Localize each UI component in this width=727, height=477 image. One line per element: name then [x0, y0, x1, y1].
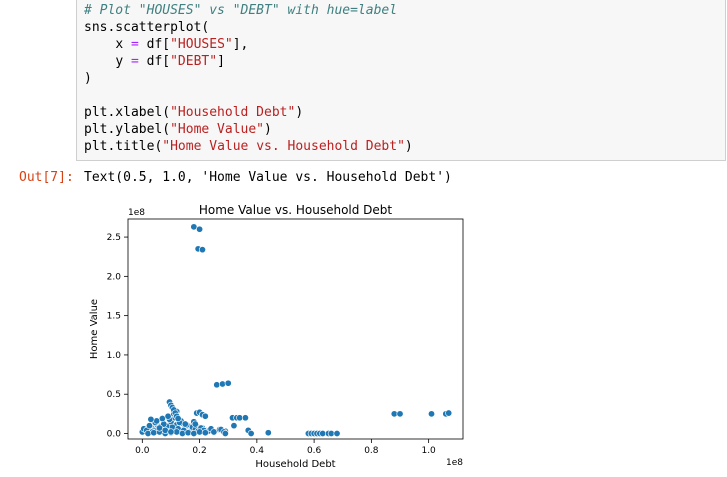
code-fn: plt.title(: [84, 139, 163, 154]
code-arg-end: ]: [217, 54, 225, 69]
data-point: [230, 422, 238, 430]
code-cell[interactable]: # Plot "HOUSES" vs "DEBT" with hue=label…: [76, 0, 726, 161]
data-point: [221, 430, 229, 438]
x-tick-label: 0.4: [250, 446, 265, 456]
code-operator: =: [130, 54, 139, 69]
code-fn: plt.xlabel(: [84, 105, 171, 120]
x-tick-label: 0.8: [364, 446, 379, 456]
x-tick-label: 0.2: [192, 446, 206, 456]
y-axis-label: Home Value: [89, 299, 100, 359]
data-point: [198, 246, 206, 254]
y-tick-label: 1.5: [107, 312, 121, 322]
scatter-plot: 0.0 0.2 0.4 0.6 0.8 1.0 0.0 0.5 1.0 1.5 2.0 2.5 Home…: [89, 203, 464, 470]
data-point: [218, 380, 226, 388]
data-point: [150, 429, 158, 437]
x-scale-label: 1e8: [446, 458, 463, 468]
code-arg-key: y: [115, 54, 124, 69]
y-tick-label: 0.0: [107, 430, 122, 440]
code-arg-end: ],: [232, 37, 249, 52]
x-axis-label: Household Debt: [255, 459, 335, 470]
data-point: [201, 412, 209, 420]
data-point: [144, 430, 152, 438]
y-tick-label: 0.5: [107, 390, 121, 400]
data-point: [445, 409, 453, 417]
code-string: "Home Value vs. Household Debt": [162, 139, 405, 154]
data-point: [213, 381, 221, 389]
x-tick-label: 1.0: [421, 446, 436, 456]
data-point: [196, 225, 204, 233]
data-point: [241, 414, 249, 422]
data-point: [167, 428, 175, 436]
data-point: [190, 430, 198, 438]
data-point: [174, 415, 182, 423]
data-point: [264, 429, 272, 437]
chart-title: Home Value vs. Household Debt: [199, 203, 393, 217]
data-point: [191, 420, 199, 428]
code-line: sns.scatterplot(: [84, 20, 210, 35]
data-point: [184, 429, 192, 437]
code-string: "HOUSES": [170, 37, 233, 52]
code-string: "Home Value": [170, 122, 265, 137]
data-point: [428, 410, 436, 418]
plot-frame: [127, 218, 464, 440]
data-point: [147, 415, 155, 423]
code-arg-val: df[: [146, 37, 171, 52]
data-point: [196, 428, 204, 436]
x-tick-label: 0.0: [135, 446, 150, 456]
x-tick-label: 0.6: [307, 446, 322, 456]
code-string: "Household Debt": [170, 105, 296, 120]
y-tick-label: 1.0: [107, 351, 122, 361]
code-paren: ): [264, 122, 272, 137]
output-prompt: Out[7]:: [19, 170, 74, 185]
code-arg-key: x: [115, 37, 124, 52]
data-point: [181, 420, 189, 428]
data-point: [201, 429, 209, 437]
data-point: [247, 430, 255, 438]
code-fn: plt.ylabel(: [84, 122, 171, 137]
code-paren: ): [404, 139, 413, 154]
code-editor[interactable]: # Plot "HOUSES" vs "DEBT" with hue=label…: [84, 2, 413, 155]
code-arg-val: df[: [146, 54, 171, 69]
data-point: [145, 422, 153, 430]
data-point: [333, 430, 341, 438]
code-paren: ): [295, 105, 304, 120]
code-line: ): [84, 71, 92, 86]
output-text: Text(0.5, 1.0, 'Home Value vs. Household…: [84, 170, 452, 185]
data-point: [224, 379, 232, 387]
code-comment: # Plot "HOUSES" vs "DEBT" with hue=label: [84, 3, 398, 18]
y-scale-label: 1e8: [128, 208, 145, 218]
data-point: [178, 430, 186, 438]
y-tick-label: 2.0: [107, 272, 122, 282]
code-operator: =: [130, 37, 139, 52]
code-string: "DEBT": [170, 54, 218, 69]
data-point: [396, 410, 404, 418]
data-point: [161, 426, 169, 434]
y-tick-label: 2.5: [107, 233, 121, 243]
